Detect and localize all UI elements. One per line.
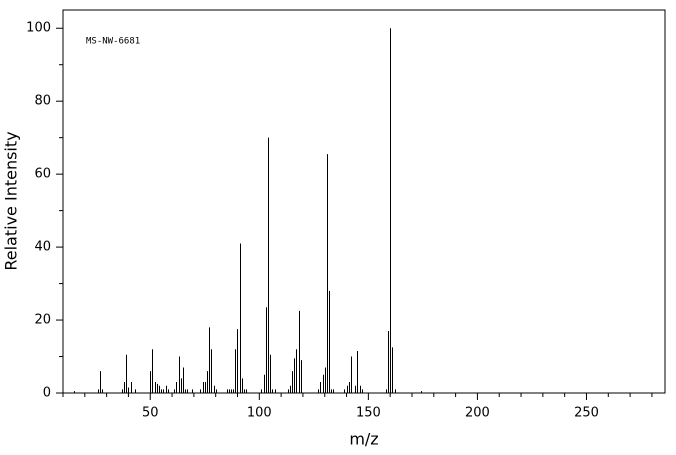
x-axis-title: m/z <box>349 430 378 449</box>
annotation: MS-NW-6681 <box>86 37 140 47</box>
y-tick-label: 20 <box>34 313 51 328</box>
x-tick-label: 100 <box>247 406 272 421</box>
x-tick-label: 200 <box>465 406 490 421</box>
y-axis-title: Relative Intensity <box>2 131 21 270</box>
y-tick-label: 40 <box>34 240 51 255</box>
y-tick-label: 0 <box>43 386 51 401</box>
y-tick-label: 100 <box>26 21 51 36</box>
x-tick-label: 150 <box>356 406 381 421</box>
y-tick-label: 80 <box>34 94 51 109</box>
x-tick-label: 250 <box>574 406 599 421</box>
x-tick-label: 50 <box>142 406 159 421</box>
y-tick-label: 60 <box>34 167 51 182</box>
plot-frame <box>62 9 666 394</box>
